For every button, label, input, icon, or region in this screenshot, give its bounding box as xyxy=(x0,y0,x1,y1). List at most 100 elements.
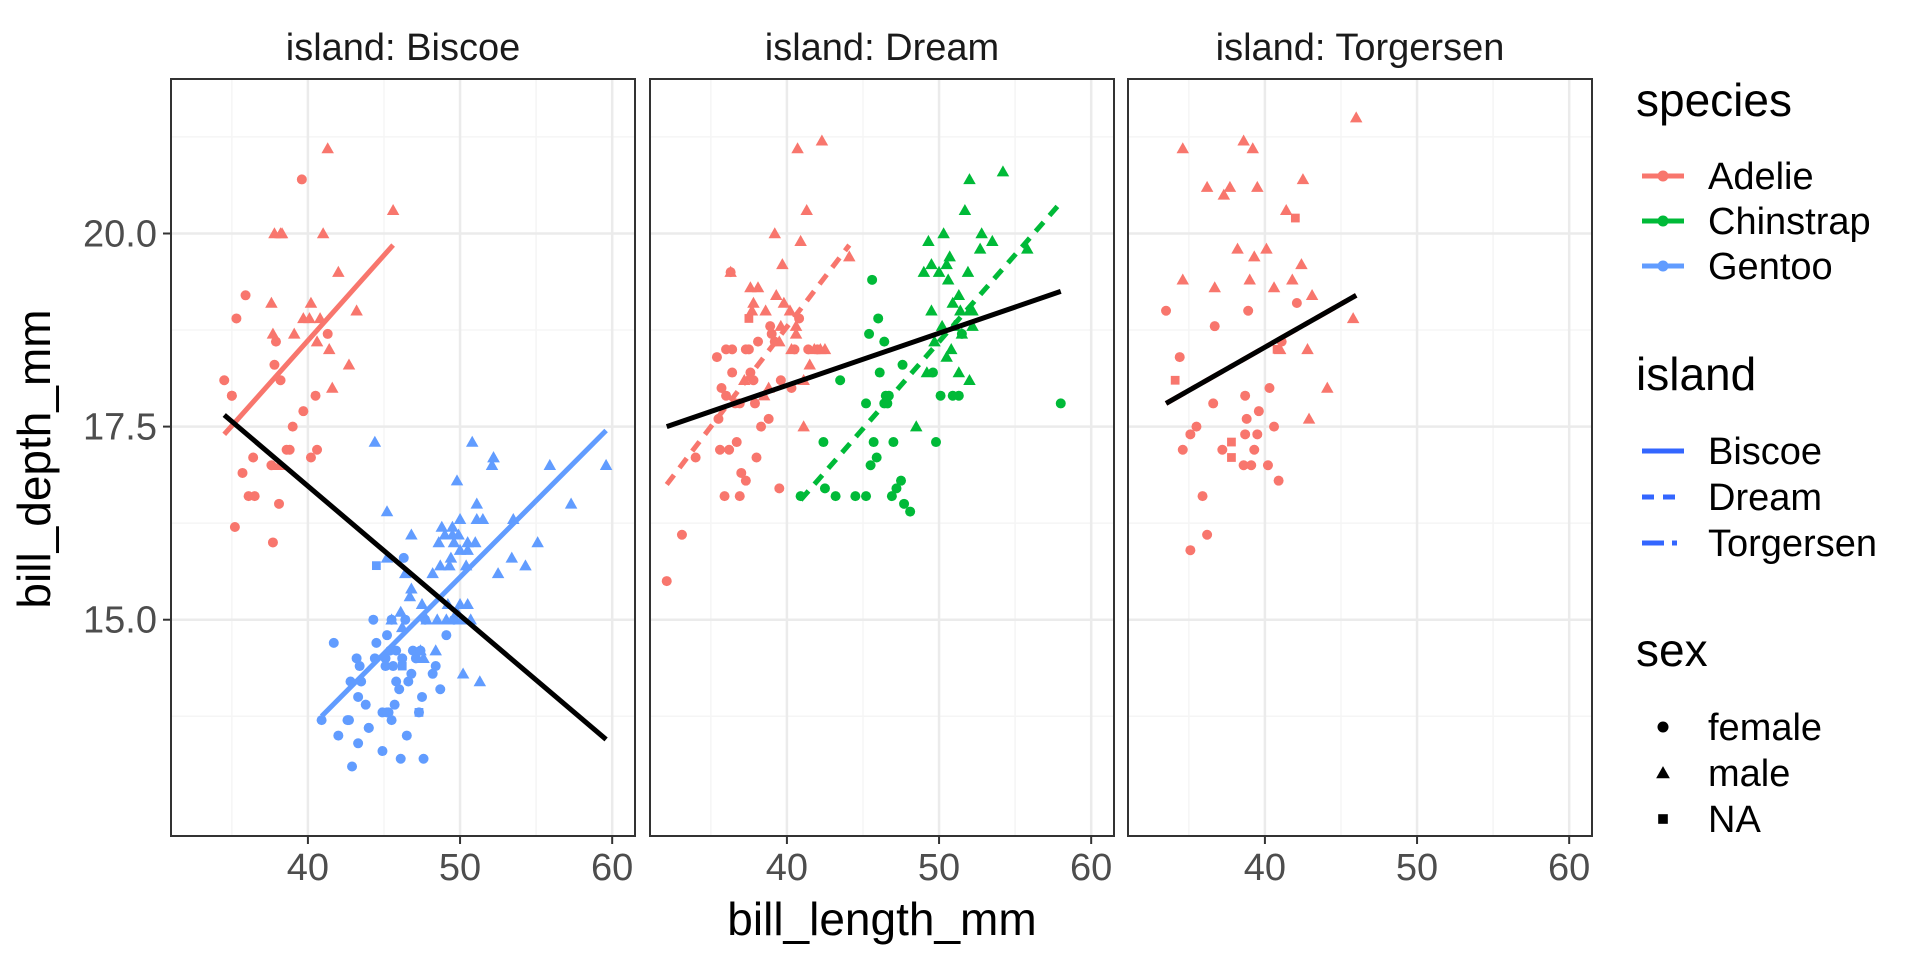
point-female xyxy=(1174,352,1185,363)
point-female xyxy=(382,630,393,641)
point-male xyxy=(818,343,832,355)
point-female xyxy=(1246,460,1257,471)
point-female xyxy=(874,367,885,378)
point-female xyxy=(734,491,745,502)
point-male xyxy=(1279,204,1293,216)
point-male xyxy=(440,613,453,625)
point-male xyxy=(1223,180,1237,192)
point-male xyxy=(446,528,459,540)
point-female xyxy=(766,328,777,339)
point-female xyxy=(219,375,230,386)
point-male xyxy=(446,520,459,532)
point-male xyxy=(275,227,289,239)
point-male xyxy=(1248,250,1261,262)
point-male xyxy=(925,304,938,316)
point-female xyxy=(711,352,722,363)
point-male xyxy=(1251,180,1264,192)
point-male xyxy=(777,296,791,308)
legend-key-point xyxy=(1657,170,1669,182)
point-male xyxy=(996,165,1010,177)
point-male xyxy=(491,567,505,579)
legend-title-island: island xyxy=(1636,348,1756,400)
point-female xyxy=(1262,460,1273,471)
point-female xyxy=(435,684,446,695)
point-male xyxy=(447,536,461,548)
point-male xyxy=(791,142,804,154)
point-male xyxy=(332,265,345,277)
point-female xyxy=(1197,491,1208,502)
point-female xyxy=(868,437,879,448)
point-male xyxy=(450,474,464,486)
point-female xyxy=(1253,406,1264,417)
fit-line-chinstrap xyxy=(798,200,1063,502)
facet-panel-0: island: Biscoe 40 50 60 15.0 17.5 20.0 xyxy=(83,27,636,889)
point-male xyxy=(940,258,953,270)
point-female xyxy=(763,413,774,424)
y-axis-title: bill_depth_mm xyxy=(8,309,60,608)
point-female xyxy=(765,321,776,332)
point-male xyxy=(925,258,938,270)
legend-title-sex: sex xyxy=(1636,624,1708,676)
point-female xyxy=(401,730,412,741)
point-female xyxy=(270,336,281,347)
point-female xyxy=(240,290,251,301)
point-male xyxy=(922,234,935,246)
point-male xyxy=(724,265,737,277)
point-female xyxy=(753,336,764,347)
point-sex-na xyxy=(372,561,381,571)
point-male xyxy=(815,134,829,146)
point-female xyxy=(861,398,872,409)
point-male xyxy=(1295,258,1308,270)
point-male xyxy=(417,652,430,664)
point-male xyxy=(326,381,339,393)
point-male xyxy=(1208,281,1221,293)
point-female xyxy=(363,722,374,733)
point-male xyxy=(1021,242,1034,254)
point-female xyxy=(377,746,388,757)
point-male xyxy=(794,234,807,246)
point-female xyxy=(716,382,727,393)
point-female xyxy=(226,390,237,401)
point-female xyxy=(864,328,875,339)
point-male xyxy=(322,343,336,355)
point-male xyxy=(487,451,500,463)
point-male xyxy=(342,358,356,370)
point-female xyxy=(395,753,406,764)
x-tick-label: 50 xyxy=(439,847,481,889)
point-female xyxy=(371,637,382,648)
point-female xyxy=(1177,444,1188,455)
point-male xyxy=(485,458,499,470)
point-sex-na xyxy=(1170,375,1180,385)
point-sex-na xyxy=(414,708,424,717)
point-male xyxy=(394,605,407,617)
point-male xyxy=(432,536,446,548)
point-female xyxy=(267,537,278,548)
point-sex-na xyxy=(1227,453,1236,462)
panel-border xyxy=(649,78,1115,837)
legend-key-point xyxy=(1657,260,1669,272)
point-female xyxy=(347,761,358,772)
point-male xyxy=(1246,142,1259,154)
point-female xyxy=(871,452,882,463)
point-female xyxy=(873,313,884,324)
point-female xyxy=(281,444,292,455)
point-male xyxy=(800,204,813,216)
point-male xyxy=(797,420,810,432)
point-female xyxy=(1240,429,1251,440)
point-male xyxy=(789,327,803,339)
point-male xyxy=(966,319,979,331)
point-female xyxy=(360,699,371,710)
point-male xyxy=(770,288,783,301)
point-male xyxy=(1237,134,1250,146)
point-female xyxy=(819,483,830,494)
x-tick-label: 40 xyxy=(766,847,808,889)
point-female xyxy=(391,676,402,687)
point-male xyxy=(473,675,487,687)
point-male xyxy=(966,304,979,316)
point-sex-na xyxy=(1290,213,1300,223)
point-female xyxy=(714,444,725,455)
point-female xyxy=(879,336,890,347)
point-female xyxy=(333,730,344,741)
point-male xyxy=(785,343,798,355)
point-male xyxy=(928,335,941,347)
